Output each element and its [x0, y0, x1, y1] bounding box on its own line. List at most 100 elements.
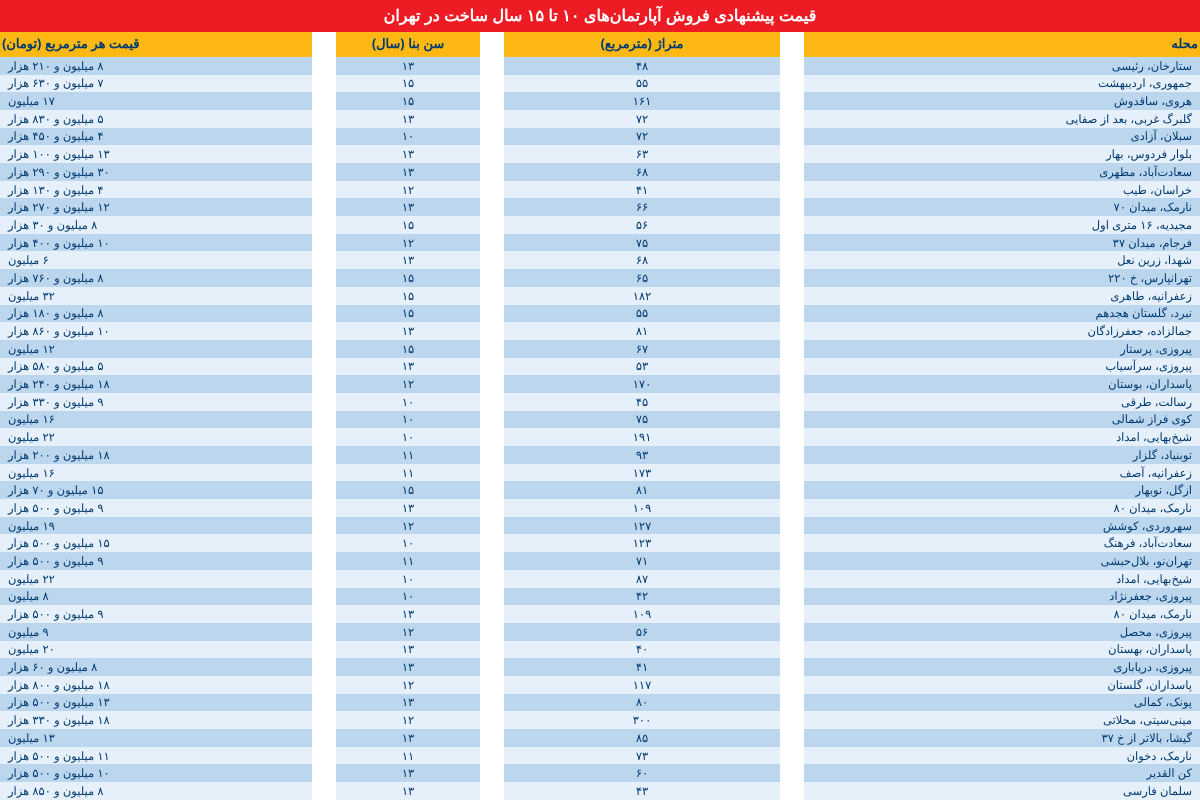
- table-cell: ۱۳: [336, 110, 480, 128]
- table-row: فرجام، میدان ۳۷۷۵۱۲۱۰ میلیون و ۴۰۰ هزار: [0, 234, 1200, 252]
- table-cell: ۳۰۰: [504, 711, 780, 729]
- table-row: زعفرانیه، طاهری۱۸۲۱۵۳۲ میلیون: [0, 287, 1200, 305]
- table-cell: ۱۳ میلیون: [0, 729, 312, 747]
- table-cell: ۴۵: [504, 393, 780, 411]
- table-cell: پیروزی، سرآسیاب: [804, 358, 1200, 376]
- table-cell: ۸۵: [504, 729, 780, 747]
- table-cell: ۶۵: [504, 269, 780, 287]
- table-cell: ۵۵: [504, 305, 780, 323]
- table-cell: ۱۳: [336, 163, 480, 181]
- table-cell: ۱۳: [336, 658, 480, 676]
- table-cell: ۱۲۳: [504, 534, 780, 552]
- table-cell: ۱۳: [336, 641, 480, 659]
- table-cell: ۱۲ میلیون: [0, 340, 312, 358]
- table-cell: ۱۸ میلیون و ۸۰۰ هزار: [0, 676, 312, 694]
- table-row: خراسان، طیب۴۱۱۲۴ میلیون و ۱۳۰ هزار: [0, 181, 1200, 199]
- table-header: محلهمتراژ (مترمربع)سن بنا (سال)قیمت هر م…: [0, 32, 1200, 57]
- table-cell: ۱۱: [336, 552, 480, 570]
- table-cell: ۲۲ میلیون: [0, 570, 312, 588]
- table-row: رسالت، طرقی۴۵۱۰۹ میلیون و ۳۳۰ هزار: [0, 393, 1200, 411]
- table-cell: ۴۲: [504, 588, 780, 606]
- table-row: بلوار فردوس، بهار۶۳۱۳۱۳ میلیون و ۱۰۰ هزا…: [0, 145, 1200, 163]
- table-cell: پیروزی، جعفرنژاد: [804, 588, 1200, 606]
- table-cell: ۱۳: [336, 57, 480, 75]
- table-cell: نارمک، میدان ۸۰: [804, 605, 1200, 623]
- table-cell: شیخ‌بهایی، امداد: [804, 570, 1200, 588]
- table-row: شهدا، زرین نعل۶۸۱۳۶ میلیون: [0, 251, 1200, 269]
- table-cell: ۱۶ میلیون: [0, 411, 312, 429]
- table-cell: ۱۷۰: [504, 375, 780, 393]
- table-cell: ۱۶ میلیون: [0, 464, 312, 482]
- table-cell: ۵ میلیون و ۸۳۰ هزار: [0, 110, 312, 128]
- table-cell: ۴۸: [504, 57, 780, 75]
- table-cell: ۷۲: [504, 128, 780, 146]
- table-cell: ۱۵: [336, 340, 480, 358]
- table-cell: ۱۳: [336, 499, 480, 517]
- table-cell: ۱۰: [336, 534, 480, 552]
- table-cell: ۹۳: [504, 446, 780, 464]
- table-row: مجیدیه، ۱۶ متری اول۵۶۱۵۸ میلیون و ۳۰ هزا…: [0, 216, 1200, 234]
- table-cell: ۱۰۹: [504, 499, 780, 517]
- table-cell: ۱۰: [336, 570, 480, 588]
- table-body: ستارخان، رئیسی۴۸۱۳۸ میلیون و ۲۱۰ هزارجمه…: [0, 57, 1200, 800]
- table-row: نارمک، دخوان ۷۳ ۱۱ ۱۱ میلیون و ۵۰۰ هزار: [0, 747, 1200, 765]
- table-cell: ۵۶: [504, 623, 780, 641]
- table-cell: ۱۲۷: [504, 517, 780, 535]
- table-cell: پاسداران، بوستان: [804, 375, 1200, 393]
- table-row: گیشا، بالاتر از خ ۳۷۸۵۱۳۱۳ میلیون: [0, 729, 1200, 747]
- table-cell: ۱۰ میلیون و ۵۰۰ هزار: [0, 764, 312, 782]
- table-cell: سبلان، آزادی: [804, 128, 1200, 146]
- column-header: متراژ (مترمربع): [504, 32, 780, 57]
- table-cell: ۶۰: [504, 764, 780, 782]
- table-cell: ۸ میلیون و ۲۱۰ هزار: [0, 57, 312, 75]
- table-cell: ۱۳: [336, 198, 480, 216]
- table-cell: رسالت، طرقی: [804, 393, 1200, 411]
- table-cell: ۱۰: [336, 588, 480, 606]
- table-cell: سعادت‌آباد، مطهری: [804, 163, 1200, 181]
- table-row: سلمان فارسی۴۳۱۳۸ میلیون و ۸۵۰ هزار: [0, 782, 1200, 800]
- table-cell: ۵۶: [504, 216, 780, 234]
- table-cell: ۱۷۳: [504, 464, 780, 482]
- table-cell: ۱۱: [336, 446, 480, 464]
- table-cell: پیروزی، محصل: [804, 623, 1200, 641]
- table-row: سبلان، آزادی۷۲۱۰۴ میلیون و ۴۵۰ هزار: [0, 128, 1200, 146]
- table-cell: نارمک، میدان ۸۰: [804, 499, 1200, 517]
- table-row: پیروزی، پرستار۶۷۱۵۱۲ میلیون: [0, 340, 1200, 358]
- table-row: شیخ‌بهایی، امداد۱۹۱۱۰۲۲ میلیون: [0, 428, 1200, 446]
- table-cell: سلمان فارسی: [804, 782, 1200, 800]
- table-cell: هروی، ساقدوش: [804, 92, 1200, 110]
- table-cell: نارمک، دخوان: [804, 747, 1200, 765]
- table-cell: ۱۵: [336, 481, 480, 499]
- table-row: مینی‌سیتی، محلاتی۳۰۰۱۲۱۸ میلیون و ۳۳۰ هز…: [0, 711, 1200, 729]
- table-cell: ۱۸ میلیون و ۲۴۰ هزار: [0, 375, 312, 393]
- table-cell: پیروزی، پرستار: [804, 340, 1200, 358]
- table-cell: تهران‌نو، بلال‌حبشی: [804, 552, 1200, 570]
- table-cell: ۱۳: [336, 764, 480, 782]
- table-cell: ۱۹۱: [504, 428, 780, 446]
- table-cell: ۷۳: [504, 747, 780, 765]
- table-cell: سهروردی، کوشش: [804, 517, 1200, 535]
- table-cell: ۱۳: [336, 358, 480, 376]
- table-cell: ۱۰۹: [504, 605, 780, 623]
- table-cell: گلبرگ غربی، بعد از صفایی: [804, 110, 1200, 128]
- table-cell: ۸ میلیون و ۸۵۰ هزار: [0, 782, 312, 800]
- table-cell: گیشا، بالاتر از خ ۳۷: [804, 729, 1200, 747]
- table-cell: ۵ میلیون و ۵۸۰ هزار: [0, 358, 312, 376]
- table-cell: ۱۲: [336, 517, 480, 535]
- table-cell: خراسان، طیب: [804, 181, 1200, 199]
- table-cell: ۱۰ میلیون و ۸۶۰ هزار: [0, 322, 312, 340]
- table-cell: ۱۹ میلیون: [0, 517, 312, 535]
- table-cell: ۱۳ میلیون و ۱۰۰ هزار: [0, 145, 312, 163]
- table-cell: ۱۳: [336, 322, 480, 340]
- table-cell: ۴ میلیون و ۴۵۰ هزار: [0, 128, 312, 146]
- table-cell: ۸۱: [504, 481, 780, 499]
- table-cell: ۱۱: [336, 747, 480, 765]
- table-cell: ۷۵: [504, 411, 780, 429]
- table-row: پاسداران، گلستان۱۱۷۱۲۱۸ میلیون و ۸۰۰ هزا…: [0, 676, 1200, 694]
- table-cell: ۶۶: [504, 198, 780, 216]
- table-cell: ۸ میلیون و ۳۰ هزار: [0, 216, 312, 234]
- table-cell: ۱۱۷: [504, 676, 780, 694]
- table-cell: ۱۱ میلیون و ۵۰۰ هزار: [0, 747, 312, 765]
- table-cell: پیروزی، دریاباری: [804, 658, 1200, 676]
- table-cell: توبنیاد، گلزار: [804, 446, 1200, 464]
